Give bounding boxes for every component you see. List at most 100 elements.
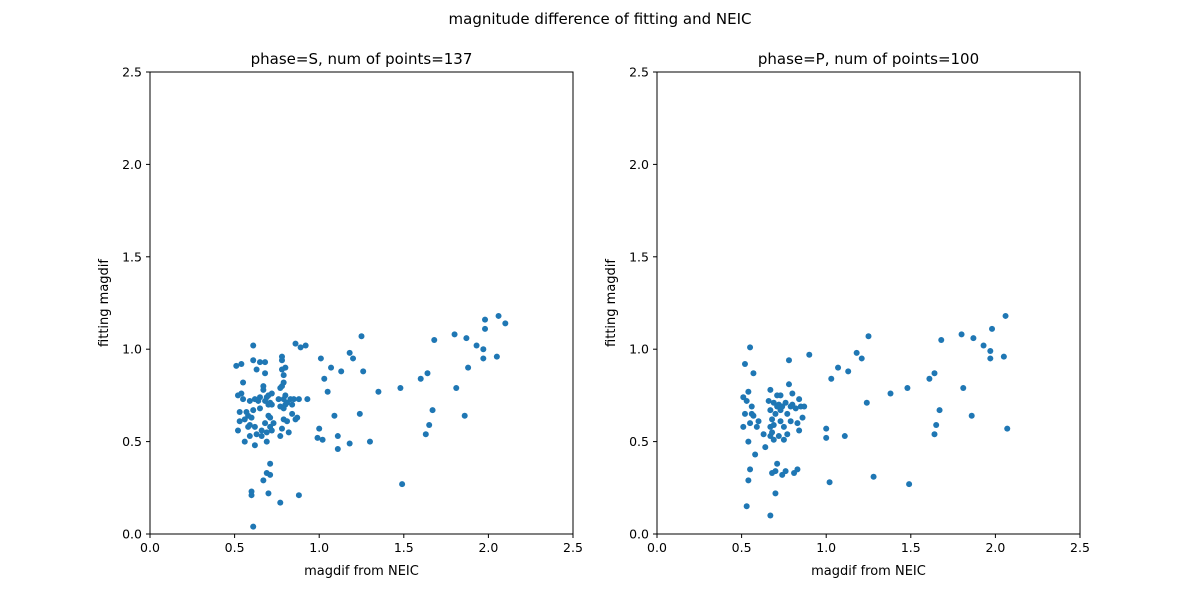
scatter-point [748, 403, 755, 410]
scatter-point [774, 460, 781, 467]
scatter-point [835, 364, 842, 371]
scatter-point [785, 381, 792, 388]
scatter-point [451, 331, 458, 338]
scatter-point [262, 359, 269, 366]
scatter-point [777, 392, 784, 399]
scatter-point [265, 490, 272, 497]
scatter-point [777, 418, 784, 425]
y-tick-label: 1.5 [122, 249, 142, 264]
scatter-point [277, 433, 284, 440]
scatter-point [253, 366, 260, 373]
scatter-point [284, 418, 291, 425]
scatter-point [787, 418, 794, 425]
scatter-point [262, 370, 269, 377]
scatter-point [262, 420, 269, 427]
scatter-point [502, 320, 509, 327]
scatter-point [747, 466, 754, 473]
x-tick-label: 0.5 [732, 540, 752, 555]
scatter-point [870, 473, 877, 480]
scatter-point [260, 477, 267, 484]
scatter-point [936, 407, 943, 414]
scatter-point [280, 372, 287, 379]
scatter-point [258, 427, 265, 434]
scatter-point [356, 410, 363, 417]
scatter-point [258, 433, 265, 440]
scatter-point [260, 383, 267, 390]
scatter-point [250, 342, 257, 349]
scatter-point [750, 370, 757, 377]
scatter-point [1004, 425, 1011, 432]
scatter-point [987, 348, 994, 355]
scatter-point [246, 433, 253, 440]
scatter-point [334, 433, 341, 440]
figure-suptitle: magnitude difference of fitting and NEIC [449, 10, 752, 28]
x-tick-label: 2.0 [478, 540, 498, 555]
scatter-point [968, 412, 975, 419]
scatter-point [278, 425, 285, 432]
scatter-point [234, 427, 241, 434]
scatter-point [238, 360, 245, 367]
scatter-point [263, 429, 270, 436]
scatter-point [823, 425, 830, 432]
scatter-point [792, 405, 799, 412]
subplot-s-phase: phase=S, num of points=137 magdif from N… [97, 50, 583, 579]
scatter-point [841, 433, 848, 440]
scatter-point [752, 451, 759, 458]
scatter-point [796, 396, 803, 403]
axes-frame [656, 71, 1081, 535]
scatter-point [248, 414, 255, 421]
scatter-point [865, 333, 872, 340]
scatter-point [285, 429, 292, 436]
scatter-point [463, 335, 470, 342]
scatter-point [240, 379, 247, 386]
x-tick-label: 2.0 [985, 540, 1005, 555]
scatter-point [251, 442, 258, 449]
scatter-point [317, 355, 324, 362]
scatter-point [334, 445, 341, 452]
scatter-point [482, 325, 489, 332]
scatter-point [338, 368, 345, 375]
scatter-point [346, 349, 353, 356]
y-tick-label: 1.5 [629, 249, 649, 264]
scatter-point [904, 385, 911, 392]
scatter-point [256, 405, 263, 412]
scatter-point [480, 346, 487, 353]
scatter-point [743, 397, 750, 404]
x-tick-label: 0.0 [647, 540, 667, 555]
scatter-point [1000, 353, 1007, 360]
scatter-point [302, 342, 309, 349]
scatter-point [767, 386, 774, 393]
scatter-point [268, 427, 275, 434]
y-tick-label: 0.0 [122, 527, 142, 542]
scatter-point [931, 431, 938, 438]
scatter-point [858, 355, 865, 362]
x-tick-label: 2.5 [563, 540, 583, 555]
scatter-point [780, 423, 787, 430]
scatter-point [740, 423, 747, 430]
scatter-point [853, 349, 860, 356]
scatter-point [789, 390, 796, 397]
x-tick-label: 0.0 [140, 540, 160, 555]
scatter-point [926, 375, 933, 382]
scatter-point [453, 385, 460, 392]
scatter-point [267, 414, 274, 421]
scatter-point [823, 434, 830, 441]
scatter-point [268, 390, 275, 397]
scatter-point [887, 390, 894, 397]
scatter-point [294, 414, 301, 421]
scatter-point [845, 368, 852, 375]
scatter-point [765, 397, 772, 404]
scatter-point [799, 414, 806, 421]
scatter-point [755, 418, 762, 425]
scatter-point [280, 379, 287, 386]
scatter-point [250, 407, 257, 414]
scatter-point [987, 355, 994, 362]
scatter-point [275, 396, 282, 403]
scatter-point [769, 416, 776, 423]
scatter-point [417, 375, 424, 382]
scatter-point [295, 492, 302, 499]
scatter-point [270, 420, 277, 427]
scatter-point [366, 438, 373, 445]
scatter-point [429, 407, 436, 414]
